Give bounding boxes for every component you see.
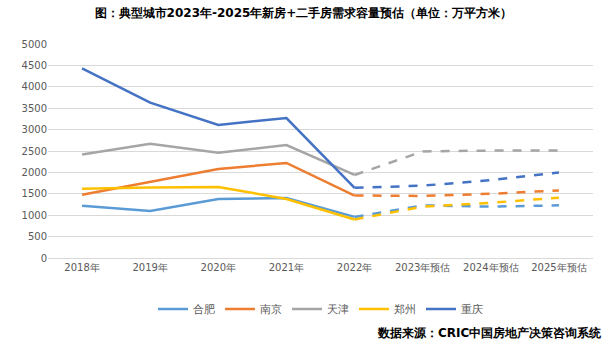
svg-text:2018年: 2018年 <box>64 262 99 273</box>
svg-text:南京: 南京 <box>260 303 282 316</box>
svg-text:合肥: 合肥 <box>193 303 215 316</box>
svg-text:2021年: 2021年 <box>269 262 304 273</box>
svg-text:1500: 1500 <box>22 188 47 199</box>
svg-text:5000: 5000 <box>22 39 47 50</box>
svg-text:4500: 4500 <box>22 60 47 71</box>
svg-text:3500: 3500 <box>22 103 47 114</box>
svg-text:2022年: 2022年 <box>337 262 372 273</box>
svg-text:2025年预估: 2025年预估 <box>531 262 586 273</box>
svg-text:1000: 1000 <box>22 210 47 221</box>
svg-text:2500: 2500 <box>22 146 47 157</box>
svg-text:2023年预估: 2023年预估 <box>395 262 450 273</box>
svg-text:天津: 天津 <box>327 303 349 316</box>
svg-text:郑州: 郑州 <box>394 303 416 316</box>
svg-text:3000: 3000 <box>22 124 47 135</box>
svg-text:0: 0 <box>41 253 47 264</box>
svg-text:500: 500 <box>28 231 47 242</box>
svg-text:2020年: 2020年 <box>201 262 236 273</box>
svg-text:重庆: 重庆 <box>461 303 483 316</box>
svg-text:2024年预估: 2024年预估 <box>463 262 518 273</box>
svg-text:2000: 2000 <box>22 167 47 178</box>
svg-text:4000: 4000 <box>22 81 47 92</box>
svg-text:2019年: 2019年 <box>132 262 167 273</box>
svg-text:图：典型城市2023年-2025年新房+二手房需求容量预估（: 图：典型城市2023年-2025年新房+二手房需求容量预估（单位：万平方米） <box>95 6 513 20</box>
svg-text:数据来源：CRIC中国房地产决策咨询系统: 数据来源：CRIC中国房地产决策咨询系统 <box>377 326 602 340</box>
